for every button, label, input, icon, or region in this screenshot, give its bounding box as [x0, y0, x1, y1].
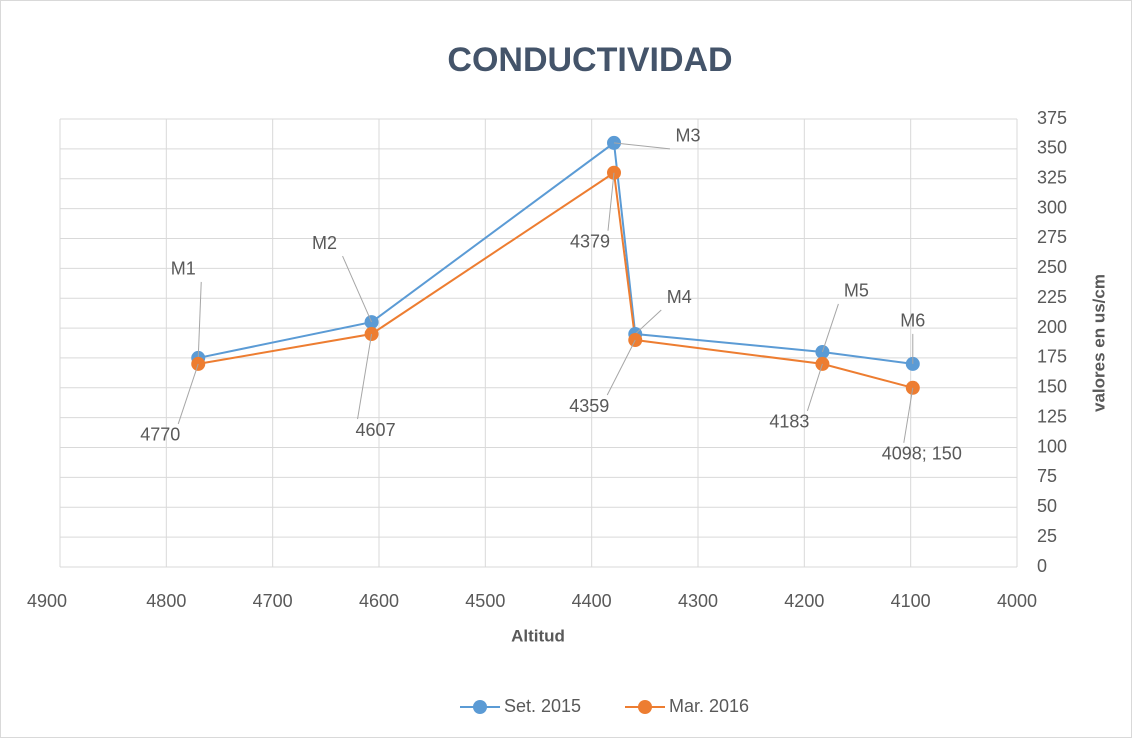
leader-line [342, 255, 373, 323]
y-tick-label: 225 [1037, 287, 1067, 307]
leader-line [606, 339, 636, 396]
y-tick-label: 200 [1037, 317, 1067, 337]
legend-label: Set. 2015 [504, 696, 581, 716]
x-tick-label: 4600 [359, 591, 399, 611]
legend-label: Mar. 2016 [669, 696, 749, 716]
series-line [198, 171, 914, 389]
y-axis-title: valores en us/cm [1089, 274, 1108, 412]
y-tick-label: 50 [1037, 496, 1057, 516]
x-tick-label: 4400 [572, 591, 612, 611]
legend-marker [638, 700, 652, 714]
data-label: 4607 [356, 420, 396, 440]
x-tick-label: 4100 [891, 591, 931, 611]
data-label: M4 [667, 287, 692, 307]
y-tick-label: 75 [1037, 466, 1057, 486]
leader-line [613, 142, 671, 150]
series-line [198, 141, 913, 365]
data-label: 4359 [569, 396, 609, 416]
y-tick-label: 100 [1037, 436, 1067, 456]
y-tick-label: 150 [1037, 377, 1067, 397]
leader-line [607, 172, 615, 231]
y-tick-label: 175 [1037, 347, 1067, 367]
y-tick-label: 350 [1037, 138, 1067, 158]
leader-line [197, 281, 202, 358]
x-axis-title: Altitud [511, 626, 565, 645]
y-tick-label: 300 [1037, 197, 1067, 217]
data-label: 4770 [140, 425, 180, 445]
x-tick-label: 4000 [997, 591, 1037, 611]
x-tick-label: 4500 [465, 591, 505, 611]
data-label: M6 [900, 311, 925, 331]
y-tick-label: 25 [1037, 526, 1057, 546]
leader-line [357, 333, 373, 420]
data-label: M1 [171, 259, 196, 279]
data-label: 4098; 150 [882, 444, 962, 464]
leader-line [634, 309, 662, 335]
chart-title: CONDUCTIVIDAD [447, 41, 732, 79]
x-tick-label: 4900 [27, 591, 67, 611]
data-label: 4379 [570, 232, 610, 252]
y-tick-label: 250 [1037, 257, 1067, 277]
y-tick-label: 275 [1037, 227, 1067, 247]
data-label: 4183 [769, 412, 809, 432]
leader-line [821, 303, 839, 353]
legend-marker [473, 700, 487, 714]
y-tick-label: 125 [1037, 406, 1067, 426]
x-tick-label: 4800 [146, 591, 186, 611]
data-label: M5 [844, 281, 869, 301]
y-tick-label: 375 [1037, 108, 1067, 128]
y-tick-label: 0 [1037, 556, 1047, 576]
x-tick-label: 4700 [253, 591, 293, 611]
data-label: M3 [675, 126, 700, 146]
leader-line [806, 363, 823, 412]
leader-line [903, 387, 914, 443]
x-tick-label: 4300 [678, 591, 718, 611]
leader-line [177, 363, 199, 425]
y-tick-label: 325 [1037, 167, 1067, 187]
x-tick-label: 4200 [784, 591, 824, 611]
data-label: M2 [312, 233, 337, 253]
